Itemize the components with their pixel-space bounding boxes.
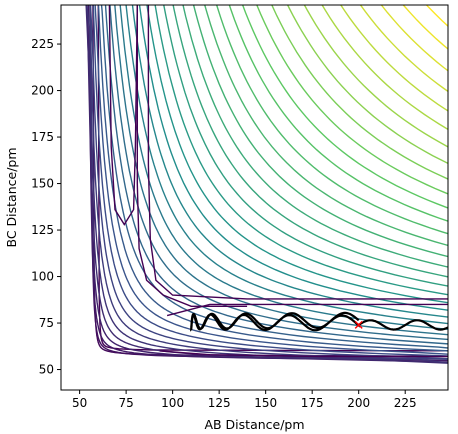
contour-line — [92, 5, 448, 357]
y-tick-label: 50 — [39, 363, 54, 377]
x-tick-label: 225 — [394, 396, 417, 410]
contour-line — [425, 5, 448, 28]
contour-line — [359, 5, 448, 93]
contour-line — [286, 5, 448, 165]
x-tick-label: 150 — [254, 396, 277, 410]
contour-line — [146, 5, 448, 304]
y-tick-label: 175 — [31, 130, 54, 144]
contour-line — [241, 5, 448, 209]
contour-line — [192, 5, 448, 258]
contour-line — [166, 303, 448, 317]
x-tick-label: 200 — [347, 396, 370, 410]
y-axis-label: BC Distance/pm — [4, 147, 19, 247]
marker-layer — [354, 320, 363, 329]
y-tick-label: 125 — [31, 223, 54, 237]
contour-line — [136, 5, 248, 307]
contour-line — [131, 5, 448, 318]
contour-line — [159, 350, 448, 358]
contour-line — [380, 5, 448, 72]
contour-line — [92, 5, 448, 357]
contour-line — [204, 5, 448, 247]
contour-line — [114, 5, 448, 336]
contour-lines — [85, 5, 448, 364]
contour-line — [85, 5, 448, 364]
contour-line — [94, 5, 448, 355]
x-tick-label: 100 — [161, 396, 184, 410]
y-axis-ticks: 50 75 100 125 150 175 200 225 — [31, 37, 61, 377]
contour-line — [256, 5, 448, 195]
contour-line — [154, 5, 448, 296]
x-axis-label: AB Distance/pm — [204, 417, 304, 432]
contour-line — [97, 5, 448, 352]
contour-line — [125, 5, 448, 325]
contour-line — [271, 5, 448, 180]
contour-line — [321, 5, 448, 131]
contour-line — [215, 5, 448, 235]
contour-line — [104, 5, 448, 345]
contour-line — [163, 5, 448, 287]
x-tick-label: 175 — [301, 396, 324, 410]
contour-line — [402, 5, 448, 50]
contour-line — [339, 5, 448, 112]
contour-line — [86, 5, 448, 364]
y-tick-label: 100 — [31, 270, 54, 284]
x-axis-ticks: 50 75 100 125 150 175 200 225 — [72, 390, 417, 410]
contour-line — [86, 5, 448, 363]
contour-line — [108, 5, 138, 226]
x-tick-label: 50 — [72, 396, 87, 410]
contour-line — [172, 5, 448, 278]
y-tick-label: 150 — [31, 177, 54, 191]
contour-line — [87, 5, 448, 362]
contour-line — [138, 5, 448, 311]
trajectory-line — [190, 311, 448, 332]
contour-line — [182, 5, 448, 268]
start-marker — [354, 320, 363, 329]
contour-line — [97, 5, 448, 352]
y-tick-label: 75 — [39, 316, 54, 330]
x-tick-label: 125 — [208, 396, 231, 410]
contour-line — [89, 5, 448, 360]
y-tick-label: 225 — [31, 37, 54, 51]
plot-frame — [60, 4, 449, 391]
y-tick-label: 200 — [31, 84, 54, 98]
contour-line — [228, 5, 448, 222]
contour-line — [303, 5, 448, 148]
contour-line — [109, 5, 448, 341]
contour-line — [89, 5, 448, 360]
x-tick-label: 75 — [118, 396, 133, 410]
contour-line — [147, 5, 448, 300]
trajectory-path — [190, 311, 448, 332]
contour-line — [89, 5, 448, 360]
